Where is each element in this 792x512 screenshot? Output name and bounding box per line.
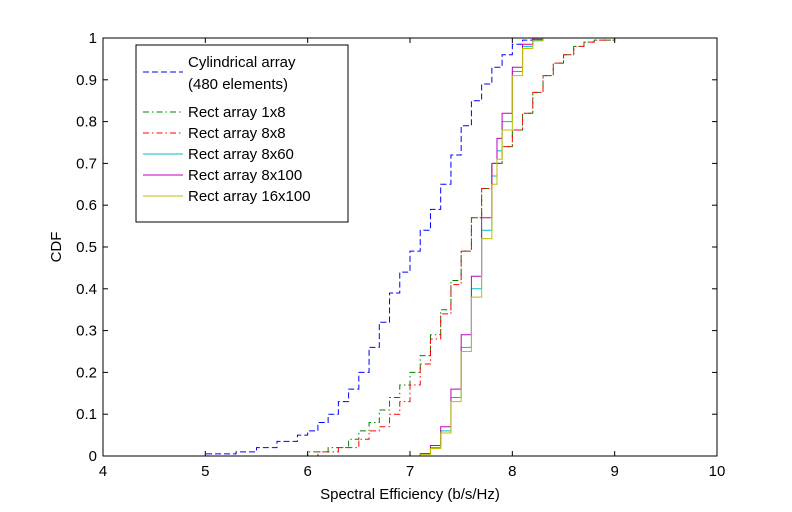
y-tick-label: 0.1 bbox=[76, 406, 97, 423]
y-tick-label: 0.4 bbox=[76, 281, 97, 298]
x-tick-label: 7 bbox=[406, 463, 414, 480]
legend-box bbox=[135, 44, 349, 223]
y-axis-label: CDF bbox=[48, 232, 65, 263]
x-tick-label: 8 bbox=[508, 463, 516, 480]
ticks-layer: 4 5 6 7 8 9 10 0 0.1 0.2 0.3 0.4 0.5 0.6 0.7 0.8 0.9 1 bbox=[76, 30, 725, 480]
x-tick-label: 5 bbox=[201, 463, 209, 480]
y-tick-label: 0.2 bbox=[76, 364, 97, 381]
legend-label-4: Rect array 8x60 bbox=[188, 146, 294, 163]
y-tick-label: 0.6 bbox=[76, 197, 97, 214]
legend-label-2: Rect array 1x8 bbox=[188, 104, 286, 121]
y-tick-label: 1 bbox=[89, 30, 97, 47]
legend-label-3: Rect array 8x8 bbox=[188, 125, 286, 142]
y-tick-label: 0.3 bbox=[76, 323, 97, 340]
y-tick-label: 0.5 bbox=[76, 239, 97, 256]
legend-label-1-line-1: Cylindrical array bbox=[188, 54, 296, 71]
legend-label-5: Rect array 8x100 bbox=[188, 167, 302, 184]
y-tick-label: 0.9 bbox=[76, 72, 97, 89]
legend-label-1-line-2: (480 elements) bbox=[188, 76, 288, 93]
legend-label-6: Rect array 16x100 bbox=[188, 188, 311, 205]
x-axis-label: Spectral Efficiency (b/s/Hz) bbox=[320, 486, 500, 503]
x-tick-label: 6 bbox=[303, 463, 311, 480]
y-tick-label: 0 bbox=[89, 448, 97, 465]
x-tick-label: 9 bbox=[610, 463, 618, 480]
y-tick-label: 0.8 bbox=[76, 114, 97, 131]
x-tick-label: 10 bbox=[709, 463, 726, 480]
legend: Cylindrical array (480 elements) Rect arra… bbox=[135, 44, 349, 223]
series-line-6 bbox=[410, 38, 544, 457]
x-tick-label: 4 bbox=[99, 463, 107, 480]
series-line-3 bbox=[287, 37, 636, 457]
series-layer bbox=[154, 37, 636, 457]
y-tick-label: 0.7 bbox=[76, 155, 97, 172]
